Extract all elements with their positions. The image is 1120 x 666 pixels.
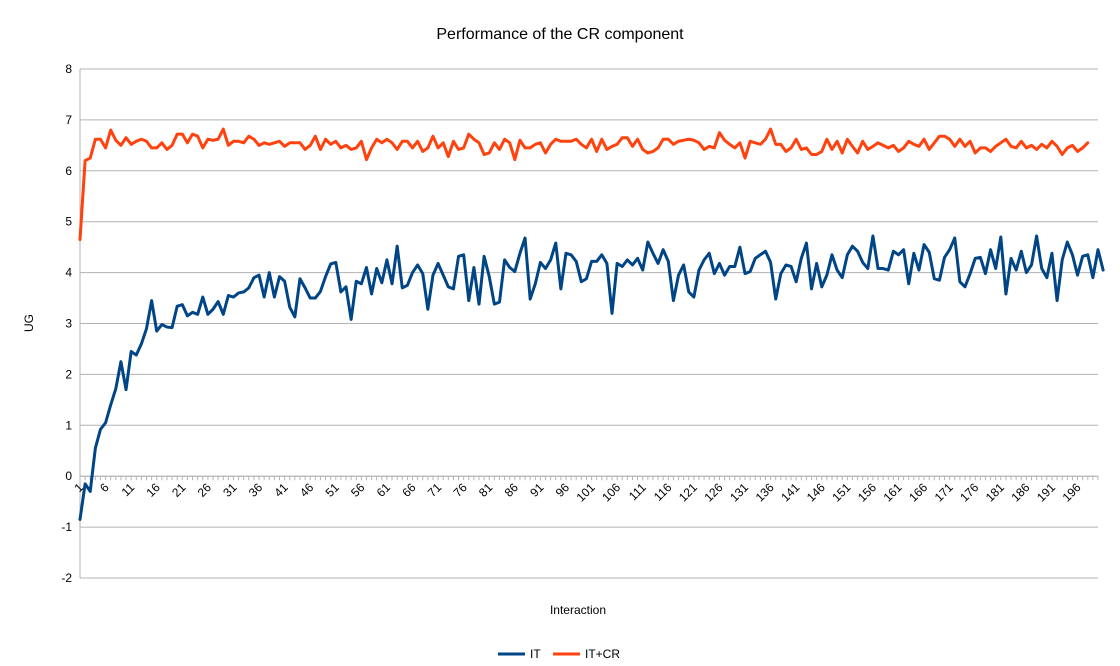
y-tick-label: 5 [65,215,72,229]
x-tick-label: 126 [702,480,726,504]
x-tick-label: 26 [195,480,215,500]
y-tick-label: 3 [65,317,72,331]
y-tick-label: 6 [65,164,72,178]
x-tick-label: 46 [297,480,317,500]
x-tick-label: 6 [97,480,112,495]
series-lines [78,127,1105,521]
x-tick-label: 56 [348,480,368,500]
y-tick-label: 0 [65,469,72,483]
x-tick-label: 131 [727,480,751,504]
y-axis-label: UG [22,314,36,332]
y-tick-label: 1 [65,418,72,432]
y-tick-label: -1 [61,520,72,534]
x-tick-label: 141 [778,480,802,504]
x-tick-label: 16 [144,480,164,500]
y-tick-label: 8 [65,62,72,76]
x-tick-label: 41 [271,480,291,500]
x-axis: 1 6 11 16 21 26 31 36 41 46 51 56 61 66 71 76 81 86 91 96 10… [71,475,1099,504]
x-tick-label: 106 [599,480,623,504]
x-tick-label: 171 [932,480,956,504]
legend-label: IT [530,647,541,661]
x-tick-label: 96 [553,480,573,500]
x-tick-label: 191 [1034,480,1058,504]
x-tick-label: 161 [881,480,905,504]
chart-title: Performance of the CR component [436,26,684,43]
x-tick-label: 61 [374,480,394,500]
x-tick-label: 101 [574,480,598,504]
x-tick-label: 86 [502,480,522,500]
x-tick-label: 146 [804,480,828,504]
x-tick-label: 76 [450,480,470,500]
y-tick-label: -2 [61,571,72,585]
series-line-it [78,234,1105,521]
x-tick-label: 51 [323,480,343,500]
x-tick-label: 196 [1060,480,1084,504]
x-tick-label: 31 [220,480,240,500]
x-tick-label: 156 [855,480,879,504]
x-tick-label: 166 [906,480,930,504]
y-tick-label: 2 [65,367,72,381]
x-tick-label: 81 [476,480,496,500]
x-tick-label: 116 [651,480,675,504]
x-tick-label: 11 [119,480,138,499]
legend-label: IT+CR [585,647,620,661]
x-tick-label: 136 [753,480,777,504]
x-tick-label: 111 [626,480,649,503]
x-tick-label: 36 [246,480,266,500]
x-tick-label: 176 [957,480,981,504]
y-tick-label: 7 [65,113,72,127]
x-tick-label: 181 [983,480,1007,504]
x-tick-label: 21 [169,480,189,500]
y-tick-label: 4 [65,266,72,280]
x-tick-label: 151 [829,480,853,504]
x-tick-label: 91 [527,480,547,500]
x-axis-label: Interaction [550,603,606,617]
series-line-it-cr [78,127,1090,242]
y-tick-labels: -2 -1 0 1 2 3 4 5 6 7 8 [61,62,72,585]
x-tick-label: 71 [425,480,445,500]
x-tick-label: 186 [1008,480,1032,504]
x-tick-label: 121 [676,480,700,504]
x-tick-label: 66 [399,480,419,500]
legend: IT IT+CR [498,647,620,661]
